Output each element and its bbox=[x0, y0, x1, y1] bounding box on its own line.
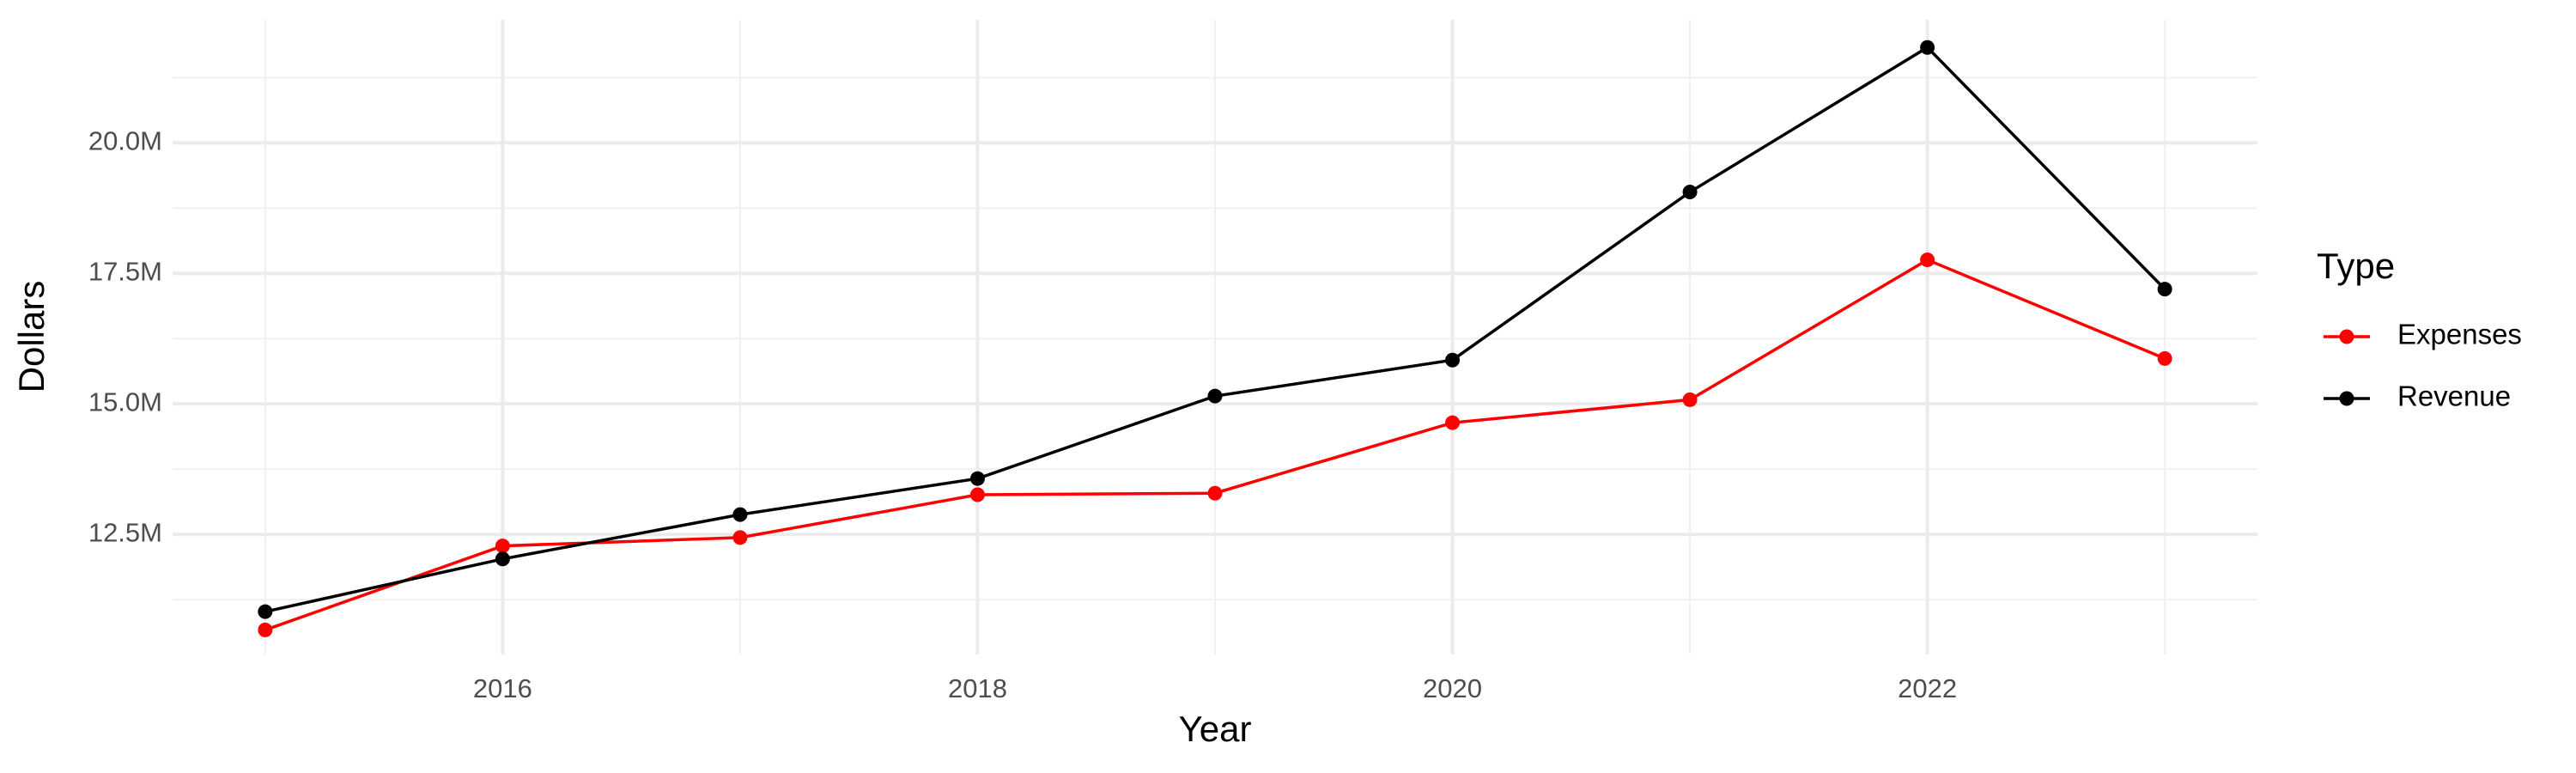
data-point bbox=[495, 551, 510, 567]
legend-label: Expenses bbox=[2397, 319, 2522, 350]
data-point bbox=[1207, 485, 1223, 501]
x-tick-label: 2022 bbox=[1898, 673, 1957, 703]
x-tick-label: 2018 bbox=[948, 673, 1007, 703]
data-point bbox=[969, 487, 985, 502]
y-tick-label: 15.0M bbox=[88, 386, 162, 417]
data-point bbox=[1445, 352, 1461, 368]
data-point bbox=[2157, 350, 2172, 366]
y-axis-title: Dollars bbox=[11, 281, 52, 393]
data-point bbox=[1920, 253, 1935, 268]
y-tick-label: 12.5M bbox=[88, 517, 162, 547]
legend-key-point bbox=[2339, 391, 2354, 406]
legend-title: Type bbox=[2317, 246, 2395, 286]
data-point bbox=[2157, 282, 2172, 297]
y-tick-label: 20.0M bbox=[88, 126, 162, 156]
data-point bbox=[258, 604, 273, 619]
x-tick-label: 2020 bbox=[1423, 673, 1482, 703]
x-axis-title: Year bbox=[1179, 709, 1252, 749]
data-point bbox=[1920, 40, 1935, 55]
legend-key-point bbox=[2339, 329, 2354, 344]
data-point bbox=[258, 622, 273, 637]
data-point bbox=[1682, 185, 1698, 200]
data-point bbox=[969, 471, 985, 486]
data-point bbox=[495, 539, 510, 554]
data-point bbox=[1445, 415, 1461, 430]
data-point bbox=[732, 507, 748, 522]
y-tick-label: 17.5M bbox=[88, 257, 162, 287]
data-point bbox=[1682, 392, 1698, 407]
data-point bbox=[732, 530, 748, 545]
x-tick-label: 2016 bbox=[473, 673, 532, 703]
legend-label: Revenue bbox=[2397, 380, 2511, 412]
data-point bbox=[1207, 388, 1223, 404]
